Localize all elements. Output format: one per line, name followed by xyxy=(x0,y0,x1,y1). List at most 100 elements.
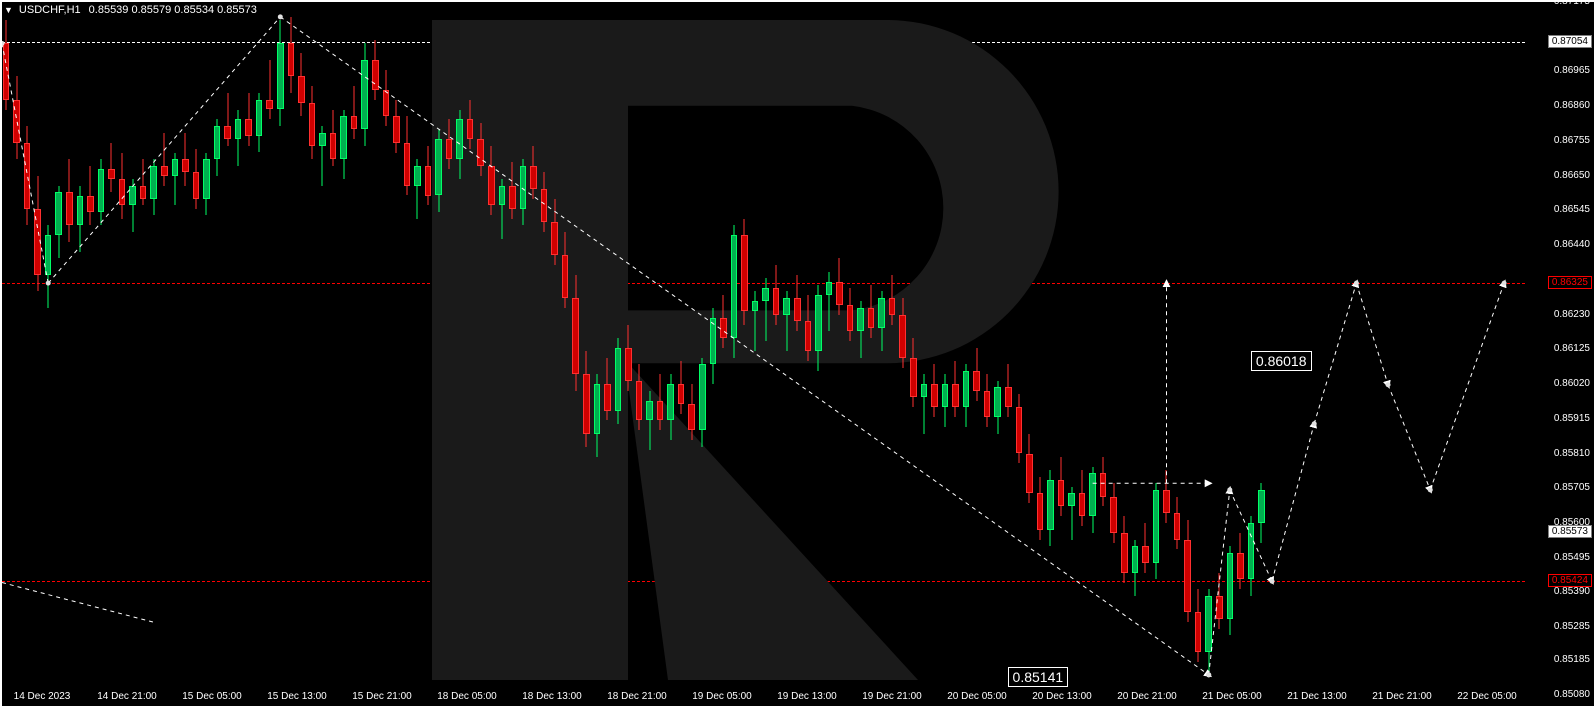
candle[interactable] xyxy=(129,179,136,232)
chart-plot-area[interactable]: 0.860180.85141 xyxy=(2,2,1525,695)
candle[interactable] xyxy=(636,364,643,430)
candle[interactable] xyxy=(1248,516,1255,595)
candle[interactable] xyxy=(1079,470,1086,526)
candle[interactable] xyxy=(288,17,295,93)
candle[interactable] xyxy=(98,159,105,225)
candle[interactable] xyxy=(1153,483,1160,579)
candle[interactable] xyxy=(24,126,31,225)
candle[interactable] xyxy=(562,232,569,308)
candle[interactable] xyxy=(161,133,168,186)
candle[interactable] xyxy=(699,358,706,447)
candle[interactable] xyxy=(1110,483,1117,543)
candle[interactable] xyxy=(952,361,959,417)
candle[interactable] xyxy=(319,126,326,186)
candle[interactable] xyxy=(1216,573,1223,629)
candle[interactable] xyxy=(140,159,147,205)
candle[interactable] xyxy=(805,295,812,361)
candle[interactable] xyxy=(1195,589,1202,662)
candle[interactable] xyxy=(541,172,548,232)
candle[interactable] xyxy=(1047,470,1054,546)
candle[interactable] xyxy=(66,159,73,242)
candle[interactable] xyxy=(361,43,368,146)
price-label[interactable]: 0.86018 xyxy=(1251,351,1312,371)
candle[interactable] xyxy=(604,358,611,421)
candle[interactable] xyxy=(984,374,991,427)
candle[interactable] xyxy=(815,285,822,371)
candle[interactable] xyxy=(847,288,854,341)
candle[interactable] xyxy=(857,301,864,357)
candle[interactable] xyxy=(994,381,1001,434)
candle[interactable] xyxy=(77,186,84,252)
candle[interactable] xyxy=(446,119,453,169)
candle[interactable] xyxy=(942,374,949,427)
candle[interactable] xyxy=(393,100,400,153)
candle[interactable] xyxy=(868,285,875,338)
candle[interactable] xyxy=(625,325,632,391)
candle[interactable] xyxy=(87,166,94,226)
candle[interactable] xyxy=(667,374,674,440)
candle[interactable] xyxy=(551,199,558,265)
candle[interactable] xyxy=(467,100,474,150)
candle[interactable] xyxy=(45,225,52,308)
candle[interactable] xyxy=(435,129,442,212)
candle[interactable] xyxy=(773,265,780,325)
candle[interactable] xyxy=(193,149,200,209)
candle[interactable] xyxy=(594,374,601,457)
candle[interactable] xyxy=(931,364,938,417)
candle[interactable] xyxy=(1142,523,1149,573)
candle[interactable] xyxy=(108,143,115,193)
candle[interactable] xyxy=(752,291,759,351)
candle[interactable] xyxy=(826,272,833,332)
candle[interactable] xyxy=(1026,434,1033,503)
candle[interactable] xyxy=(224,93,231,146)
candle[interactable] xyxy=(1227,546,1234,635)
candle[interactable] xyxy=(13,76,20,159)
candle[interactable] xyxy=(731,225,738,357)
candle[interactable] xyxy=(1132,540,1139,596)
candle[interactable] xyxy=(1089,467,1096,533)
candle[interactable] xyxy=(741,219,748,325)
candle[interactable] xyxy=(1005,364,1012,417)
candle[interactable] xyxy=(1237,533,1244,589)
candle[interactable] xyxy=(477,123,484,176)
candle[interactable] xyxy=(688,384,695,440)
candle[interactable] xyxy=(583,351,590,447)
candle[interactable] xyxy=(488,146,495,215)
candle[interactable] xyxy=(973,348,980,401)
candle[interactable] xyxy=(889,275,896,325)
candle[interactable] xyxy=(1163,470,1170,523)
candle[interactable] xyxy=(298,53,305,116)
candle[interactable] xyxy=(55,186,62,259)
candle[interactable] xyxy=(1016,394,1023,463)
candle[interactable] xyxy=(1068,487,1075,540)
candle[interactable] xyxy=(783,291,790,351)
candle[interactable] xyxy=(657,374,664,430)
candle[interactable] xyxy=(3,20,10,109)
candle[interactable] xyxy=(1100,457,1107,507)
candle[interactable] xyxy=(572,275,579,391)
candle[interactable] xyxy=(710,308,717,384)
candle[interactable] xyxy=(615,338,622,424)
candle[interactable] xyxy=(235,110,242,166)
candle[interactable] xyxy=(214,119,221,175)
candle[interactable] xyxy=(963,364,970,427)
candle[interactable] xyxy=(921,374,928,434)
candle[interactable] xyxy=(1258,483,1265,543)
candle[interactable] xyxy=(520,159,527,225)
candle[interactable] xyxy=(678,361,685,414)
candle[interactable] xyxy=(266,60,273,120)
candle[interactable] xyxy=(182,133,189,186)
candle[interactable] xyxy=(1184,520,1191,623)
candle[interactable] xyxy=(351,86,358,139)
candle[interactable] xyxy=(1121,516,1128,582)
candle[interactable] xyxy=(372,40,379,100)
candle[interactable] xyxy=(309,86,316,159)
candle[interactable] xyxy=(1058,457,1065,517)
chevron-down-icon[interactable]: ▼ xyxy=(4,5,13,15)
candle[interactable] xyxy=(836,258,843,314)
candle[interactable] xyxy=(404,116,411,195)
candle[interactable] xyxy=(878,291,885,351)
candle[interactable] xyxy=(34,176,41,292)
candle[interactable] xyxy=(499,179,506,239)
candle[interactable] xyxy=(509,162,516,218)
